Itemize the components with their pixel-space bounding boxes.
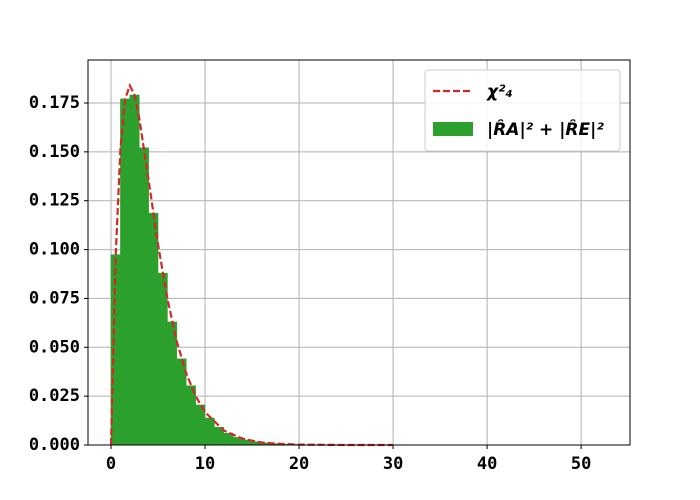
density-line: [109, 82, 394, 447]
histogram-bar: [129, 94, 140, 446]
y-tick-label: 0.125: [29, 191, 80, 211]
histogram-bar: [185, 385, 196, 446]
y-tick-label: 0.150: [29, 142, 80, 162]
legend-label: χ²₄: [486, 82, 513, 102]
histogram-bar: [167, 321, 178, 446]
legend-box: [424, 69, 621, 152]
histogram-bar: [120, 98, 131, 446]
y-tick-label: 0.000: [29, 435, 80, 455]
y-tick-label: 0.025: [29, 386, 80, 406]
legend-bar-swatch: [433, 122, 473, 136]
x-tick-label: 30: [383, 454, 403, 474]
histogram-bar: [148, 212, 159, 446]
plot-frame: [87, 59, 631, 446]
histogram-bar: [204, 417, 215, 446]
legend: χ²₄ |R̂A|² + |R̂E|²: [424, 69, 621, 152]
y-tick-label: 0.050: [29, 337, 80, 357]
x-tick-label: 20: [289, 454, 309, 474]
legend-label: |R̂A|² + |R̂E|²: [487, 119, 604, 140]
y-tick-label: 0.100: [29, 240, 80, 260]
x-tick-label: 0: [106, 454, 116, 474]
x-tick-label: 10: [195, 454, 215, 474]
y-tick-label: 0.075: [29, 288, 80, 308]
y-tick-label: 0.175: [29, 93, 80, 113]
x-tick-label: 40: [477, 454, 497, 474]
histogram-bar: [138, 147, 149, 446]
histogram-bar: [157, 272, 168, 446]
x-tick-label: 50: [571, 454, 591, 474]
